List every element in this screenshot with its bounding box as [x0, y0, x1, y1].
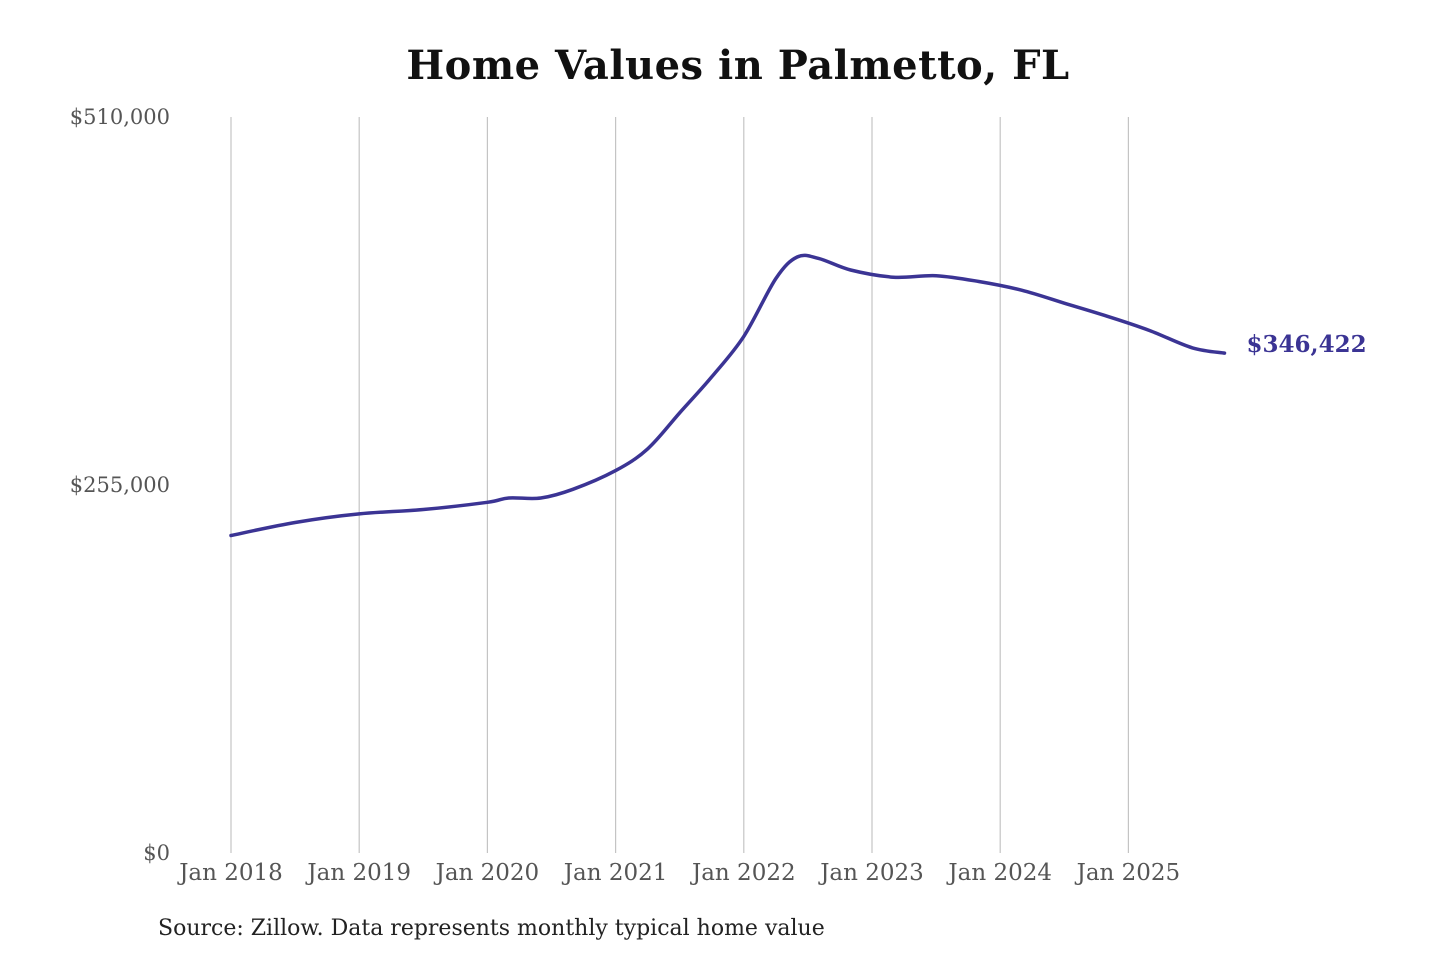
gridlines [230, 117, 1130, 853]
x-tick-label: Jan 2024 [946, 860, 1052, 886]
y-tick-label: $0 [143, 841, 170, 865]
y-tick-label: $255,000 [70, 473, 170, 497]
x-tick-label: Jan 2022 [690, 860, 796, 886]
x-tick-label: Jan 2023 [818, 860, 924, 886]
chart-title: Home Values in Palmetto, FL [406, 42, 1070, 89]
x-tick-label: Jan 2019 [305, 860, 411, 886]
x-tick-label: Jan 2021 [562, 860, 668, 886]
source-note: Source: Zillow. Data represents monthly … [158, 916, 825, 941]
x-tick-label: Jan 2025 [1075, 860, 1181, 886]
x-tick-label: Jan 2018 [177, 860, 283, 886]
x-axis-ticks: Jan 2018 Jan 2019 Jan 2020 Jan 2021 Jan 2022… [177, 860, 1180, 886]
y-axis-ticks: $0 $255,000 $510,000 [70, 105, 170, 865]
y-tick-label: $510,000 [70, 105, 170, 129]
series-layer: $346,422 [229, 253, 1367, 538]
series-line [229, 253, 1227, 538]
end-value-label: $346,422 [1247, 331, 1367, 358]
x-tick-label: Jan 2020 [434, 860, 540, 886]
